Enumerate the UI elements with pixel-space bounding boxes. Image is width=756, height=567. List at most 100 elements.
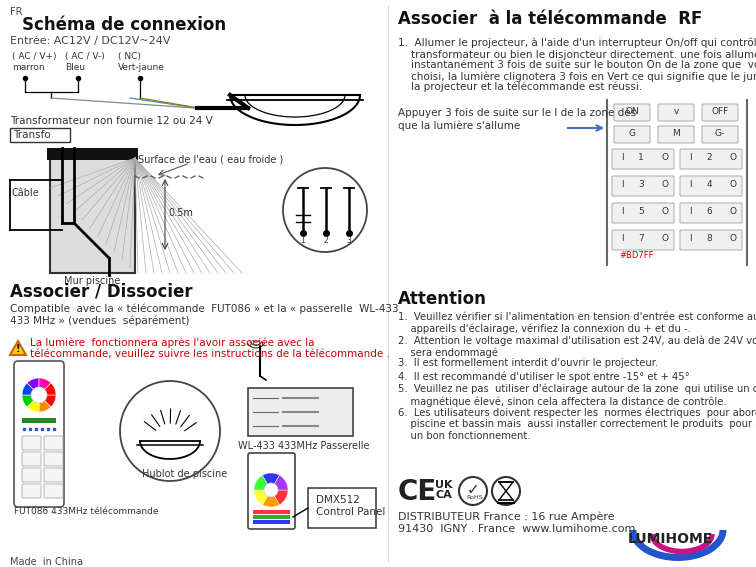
Text: ✓: ✓ <box>467 482 480 497</box>
Text: 4: 4 <box>706 180 712 189</box>
Text: I: I <box>689 234 692 243</box>
Text: CE: CE <box>398 478 437 506</box>
FancyBboxPatch shape <box>680 176 742 196</box>
Text: Câble: Câble <box>12 188 40 198</box>
Text: 0.5m: 0.5m <box>168 208 193 218</box>
Text: ( AC / V-): ( AC / V-) <box>65 52 107 61</box>
FancyBboxPatch shape <box>680 149 742 169</box>
Bar <box>253 515 290 518</box>
Text: 91430  IGNY . France  www.lumihome.com: 91430 IGNY . France www.lumihome.com <box>398 524 635 534</box>
Text: ( AC / V+): ( AC / V+) <box>12 52 60 61</box>
FancyBboxPatch shape <box>612 149 674 169</box>
FancyBboxPatch shape <box>680 203 742 223</box>
Text: I: I <box>621 207 624 216</box>
FancyBboxPatch shape <box>22 436 41 450</box>
Text: transformateur ou bien le disjoncteur directement. une fois allumé appuyer: transformateur ou bien le disjoncteur di… <box>398 49 756 60</box>
Wedge shape <box>271 490 288 505</box>
Bar <box>248 388 353 436</box>
Text: G-: G- <box>715 129 725 138</box>
Text: 1: 1 <box>300 236 305 245</box>
Text: choisi, la lumière clignotera 3 fois en Vert ce qui signifie que le jumelage ent: choisi, la lumière clignotera 3 fois en … <box>398 71 756 82</box>
Text: I: I <box>689 180 692 189</box>
Text: Entrée: AC12V / DC12V~24V: Entrée: AC12V / DC12V~24V <box>10 36 171 46</box>
FancyBboxPatch shape <box>44 484 63 498</box>
Text: UK: UK <box>435 480 453 490</box>
Text: 2: 2 <box>706 153 712 162</box>
Text: Schéma de connexion: Schéma de connexion <box>22 16 226 34</box>
Text: RoHS: RoHS <box>466 495 482 500</box>
Text: WL-433 433MHz Passerelle: WL-433 433MHz Passerelle <box>238 441 370 451</box>
FancyBboxPatch shape <box>22 468 41 482</box>
Text: Surface de l'eau ( eau froide ): Surface de l'eau ( eau froide ) <box>138 155 284 165</box>
FancyBboxPatch shape <box>702 104 738 121</box>
Wedge shape <box>39 395 56 407</box>
Text: 6: 6 <box>706 207 712 216</box>
Text: la projecteur et la télécommande est réussi.: la projecteur et la télécommande est réu… <box>398 82 643 92</box>
Wedge shape <box>39 378 51 395</box>
Text: Compatible  avec la « télécommande  FUT086 » et la « passerelle  WL-433
433 MHz : Compatible avec la « télécommande FUT086… <box>10 303 398 325</box>
Text: I: I <box>621 180 624 189</box>
Text: Mur piscine: Mur piscine <box>64 276 120 286</box>
Text: v: v <box>674 107 679 116</box>
FancyBboxPatch shape <box>614 126 650 143</box>
Text: O: O <box>661 180 668 189</box>
FancyBboxPatch shape <box>22 484 41 498</box>
Bar <box>22 418 56 423</box>
Text: 8: 8 <box>706 234 712 243</box>
Text: DISTRIBUTEUR France : 16 rue Ampère: DISTRIBUTEUR France : 16 rue Ampère <box>398 512 615 523</box>
Text: Made  in China: Made in China <box>10 557 83 567</box>
FancyBboxPatch shape <box>14 361 64 507</box>
Text: I: I <box>621 234 624 243</box>
Text: 2: 2 <box>323 236 328 245</box>
Text: FUT086 433MHz télécommande: FUT086 433MHz télécommande <box>14 507 159 516</box>
Text: 2.  Attention le voltage maximal d'utilisation est 24V, au delà de 24V votre lam: 2. Attention le voltage maximal d'utilis… <box>398 335 756 358</box>
FancyBboxPatch shape <box>44 452 63 466</box>
Text: O: O <box>661 234 668 243</box>
Bar <box>253 520 290 523</box>
Text: I: I <box>689 153 692 162</box>
FancyBboxPatch shape <box>248 453 295 529</box>
Text: ON: ON <box>625 107 639 116</box>
Wedge shape <box>39 395 51 412</box>
Text: 3: 3 <box>638 180 644 189</box>
Text: 1: 1 <box>638 153 644 162</box>
Text: O: O <box>729 207 736 216</box>
Text: DMX512
Control Panel: DMX512 Control Panel <box>316 495 386 517</box>
Text: !: ! <box>16 344 20 354</box>
Wedge shape <box>27 378 39 395</box>
Wedge shape <box>22 383 39 395</box>
Text: O: O <box>729 180 736 189</box>
Text: LUMIHOME: LUMIHOME <box>628 532 713 546</box>
Text: Associer / Dissocier: Associer / Dissocier <box>10 283 193 301</box>
FancyBboxPatch shape <box>658 126 694 143</box>
Text: O: O <box>729 234 736 243</box>
Text: FR: FR <box>10 7 23 17</box>
Bar <box>47 148 138 160</box>
FancyBboxPatch shape <box>612 230 674 250</box>
Wedge shape <box>271 475 288 490</box>
FancyBboxPatch shape <box>614 104 650 121</box>
Bar <box>50 158 135 273</box>
Text: Attention: Attention <box>398 290 487 308</box>
FancyBboxPatch shape <box>44 436 63 450</box>
Wedge shape <box>27 395 39 412</box>
Text: M: M <box>672 129 680 138</box>
Text: 3.  Il est formellement interdit d'ouvrir le projecteur.: 3. Il est formellement interdit d'ouvrir… <box>398 358 658 368</box>
Text: G: G <box>628 129 636 138</box>
Wedge shape <box>262 490 280 507</box>
Wedge shape <box>22 395 39 407</box>
Text: O: O <box>661 153 668 162</box>
Text: Bleu: Bleu <box>65 63 85 72</box>
Text: 1.  Allumer le projecteur, à l'aide d'un interrupteur On/off qui contrôle le: 1. Allumer le projecteur, à l'aide d'un … <box>398 38 756 49</box>
Circle shape <box>264 483 278 497</box>
Text: #BD7FF: #BD7FF <box>620 251 654 260</box>
Text: Transfo: Transfo <box>13 130 51 140</box>
FancyBboxPatch shape <box>22 452 41 466</box>
Text: instantanément 3 fois de suite sur le bouton On de la zone que  vous avez: instantanément 3 fois de suite sur le bo… <box>398 60 756 70</box>
Polygon shape <box>10 341 26 355</box>
Text: Hublot de piscine: Hublot de piscine <box>142 469 228 479</box>
Text: 5: 5 <box>638 207 644 216</box>
Wedge shape <box>39 383 56 395</box>
Text: I: I <box>621 153 624 162</box>
FancyBboxPatch shape <box>612 176 674 196</box>
